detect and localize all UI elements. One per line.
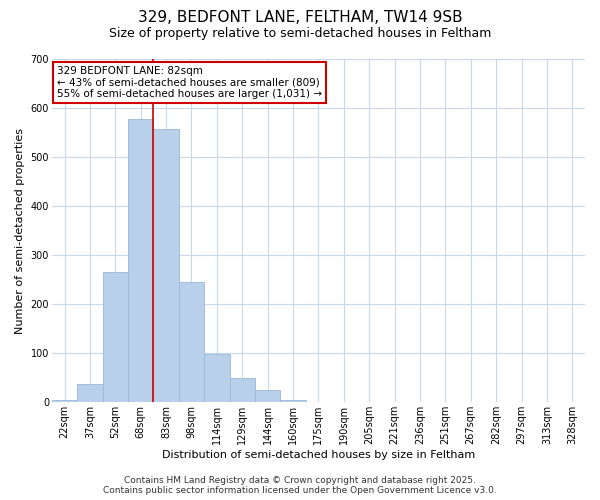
X-axis label: Distribution of semi-detached houses by size in Feltham: Distribution of semi-detached houses by … <box>162 450 475 460</box>
Bar <box>103 272 128 402</box>
Bar <box>154 128 179 402</box>
Bar <box>230 378 255 402</box>
Bar <box>255 390 280 402</box>
Bar <box>179 282 204 403</box>
Text: 329, BEDFONT LANE, FELTHAM, TW14 9SB: 329, BEDFONT LANE, FELTHAM, TW14 9SB <box>137 10 463 25</box>
Text: 329 BEDFONT LANE: 82sqm
← 43% of semi-detached houses are smaller (809)
55% of s: 329 BEDFONT LANE: 82sqm ← 43% of semi-de… <box>57 66 322 99</box>
Bar <box>52 400 77 402</box>
Bar <box>128 119 154 403</box>
Text: Size of property relative to semi-detached houses in Feltham: Size of property relative to semi-detach… <box>109 28 491 40</box>
Bar <box>204 354 230 403</box>
Bar <box>280 400 306 402</box>
Bar <box>77 384 103 402</box>
Y-axis label: Number of semi-detached properties: Number of semi-detached properties <box>15 128 25 334</box>
Text: Contains HM Land Registry data © Crown copyright and database right 2025.
Contai: Contains HM Land Registry data © Crown c… <box>103 476 497 495</box>
